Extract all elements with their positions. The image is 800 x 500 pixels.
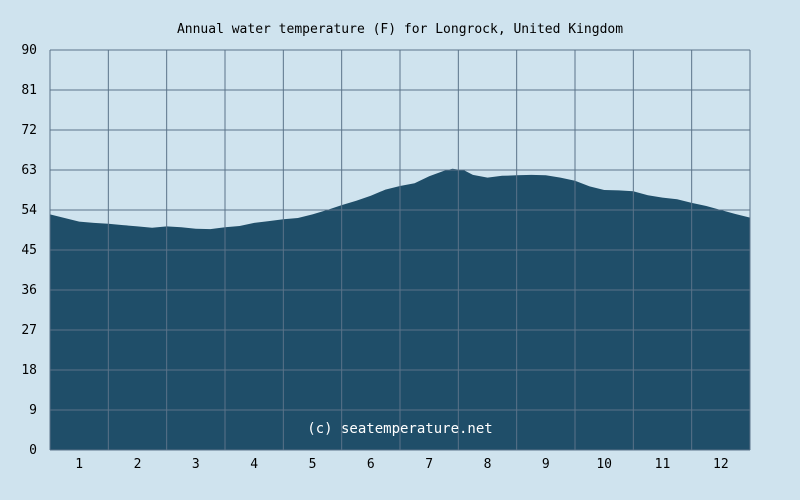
x-tick-label: 2 <box>134 457 142 472</box>
y-tick-label: 72 <box>21 123 37 138</box>
x-tick-label: 12 <box>713 457 729 472</box>
y-tick-label: 27 <box>21 323 37 338</box>
y-tick-label: 45 <box>21 243 37 258</box>
chart-title: Annual water temperature (F) for Longroc… <box>177 22 623 37</box>
x-tick-label: 10 <box>596 457 612 472</box>
y-tick-label: 9 <box>29 403 37 418</box>
y-tick-label: 90 <box>21 43 37 58</box>
x-tick-label: 6 <box>367 457 375 472</box>
x-tick-label: 5 <box>309 457 317 472</box>
y-tick-label: 54 <box>21 203 37 218</box>
x-tick-label: 9 <box>542 457 550 472</box>
x-tick-label: 3 <box>192 457 200 472</box>
x-tick-label: 7 <box>425 457 433 472</box>
y-axis: 0 9 18 27 36 45 54 63 72 81 90 <box>21 43 37 458</box>
y-tick-label: 63 <box>21 163 37 178</box>
watermark-text: (c) seatemperature.net <box>307 421 492 437</box>
y-tick-label: 81 <box>21 83 37 98</box>
y-tick-label: 18 <box>21 363 37 378</box>
x-tick-label: 1 <box>75 457 83 472</box>
y-tick-label: 0 <box>29 443 37 458</box>
x-tick-label: 4 <box>250 457 258 472</box>
x-axis: 1 2 3 4 5 6 7 8 9 10 11 12 <box>75 457 728 472</box>
x-tick-label: 8 <box>484 457 492 472</box>
y-tick-label: 36 <box>21 283 37 298</box>
x-tick-label: 11 <box>655 457 671 472</box>
grid-layer <box>49 49 751 451</box>
